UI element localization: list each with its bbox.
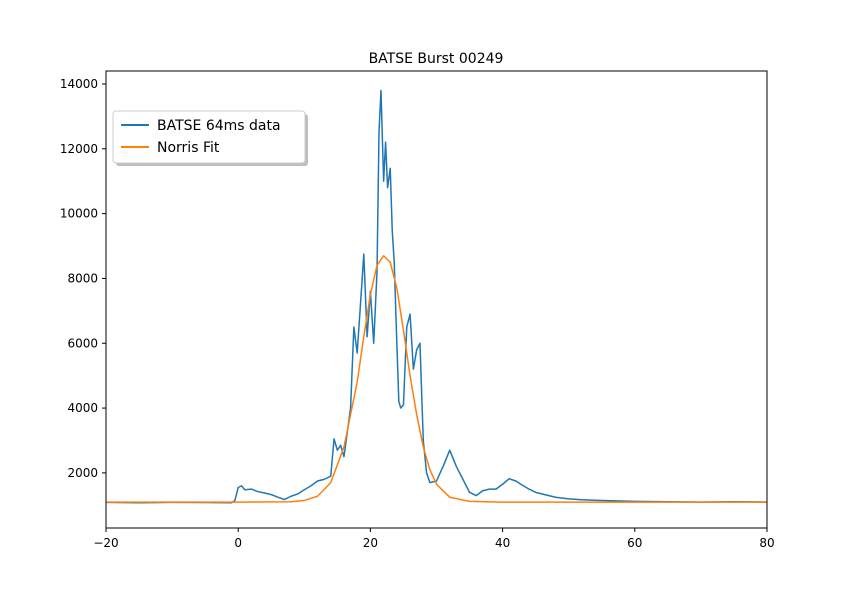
x-tick-label: 20 — [363, 536, 378, 550]
x-tick-label: 80 — [759, 536, 774, 550]
chart-title: BATSE Burst 00249 — [369, 51, 504, 67]
plot-frame — [105, 70, 768, 529]
series-line-batse-data — [106, 89, 767, 504]
y-tick-label: 6000 — [67, 336, 98, 350]
legend-box — [112, 110, 306, 164]
x-tick-label: −20 — [93, 536, 118, 550]
legend-label: BATSE 64ms data — [157, 118, 281, 134]
x-tick-label: 60 — [627, 536, 642, 550]
y-tick-label: 14000 — [60, 77, 98, 91]
y-tick-label: 2000 — [67, 466, 98, 480]
x-tick-label: 40 — [495, 536, 510, 550]
legend-label: Norris Fit — [157, 140, 220, 156]
y-tick-label: 4000 — [67, 401, 98, 415]
x-tick-label: 0 — [234, 536, 242, 550]
series-line-norris-fit — [106, 254, 767, 503]
y-tick-label: 10000 — [60, 207, 98, 221]
y-tick-label: 12000 — [60, 142, 98, 156]
y-tick-label: 8000 — [67, 271, 98, 285]
